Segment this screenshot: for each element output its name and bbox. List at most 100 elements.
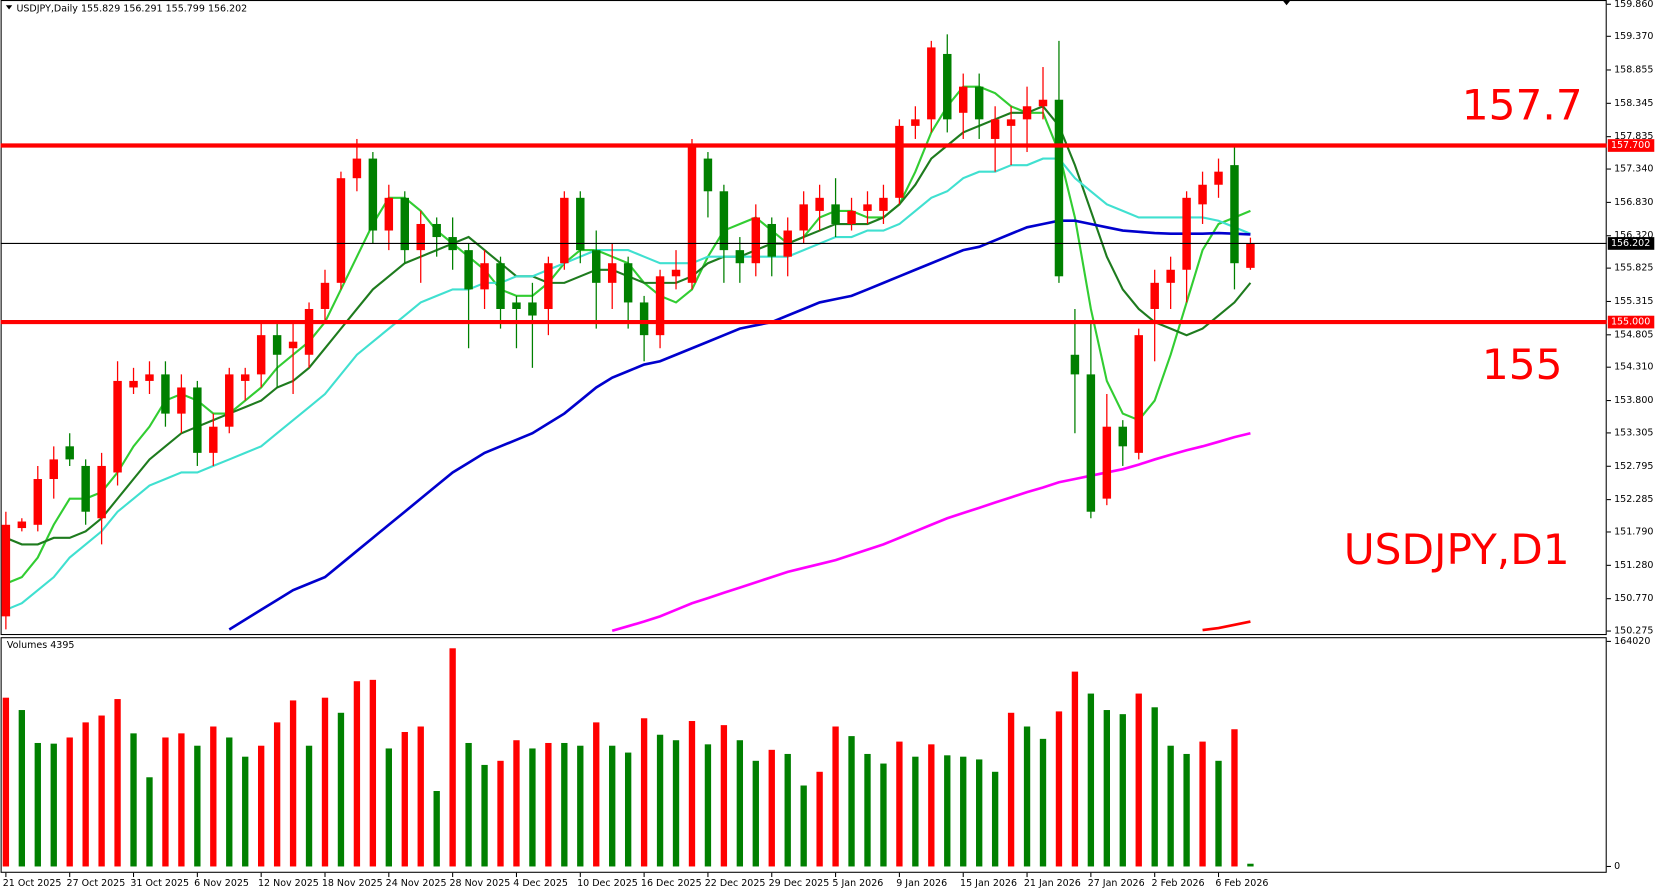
volume-bar	[321, 697, 329, 867]
volume-bar	[417, 726, 424, 867]
candle-body	[607, 263, 617, 283]
volume-bar	[832, 726, 839, 867]
volume-bar	[178, 733, 185, 867]
x-tick-label: 22 Dec 2025	[705, 878, 766, 889]
volume-bar	[226, 737, 233, 867]
symbol-title: USDJPY,Daily	[16, 3, 78, 14]
volume-bar	[449, 648, 456, 867]
x-tick-label: 16 Dec 2025	[641, 878, 702, 889]
candle-body	[496, 263, 505, 309]
volume-bar	[1135, 693, 1142, 867]
volume-bar	[1071, 671, 1079, 867]
candle-body	[1134, 335, 1143, 453]
volume-bar	[1007, 712, 1015, 867]
y-tick-label: 153.305	[1614, 427, 1653, 438]
y-tick-label: 155.825	[1614, 263, 1653, 274]
candle-body	[1214, 171, 1223, 185]
candle-body	[911, 119, 920, 126]
volume-bar	[609, 745, 616, 867]
moving-average-line	[1202, 620, 1251, 632]
volume-bar	[624, 752, 632, 867]
volume-bar	[656, 734, 664, 867]
candle-body	[815, 197, 824, 211]
candle-body	[336, 178, 346, 283]
volume-bar	[146, 777, 153, 867]
candle-body	[49, 459, 58, 480]
y-tick-label: 164020	[1614, 636, 1650, 647]
level-tag	[1607, 139, 1655, 152]
candle-body	[1086, 374, 1096, 512]
x-tick-label: 21 Oct 2025	[3, 878, 62, 889]
volume-bar	[273, 722, 281, 867]
candle-body	[225, 374, 234, 427]
candle-body	[703, 158, 713, 192]
candle-body	[671, 269, 681, 277]
volume-bar	[784, 753, 791, 867]
y-tick-label: 155.315	[1614, 296, 1653, 307]
x-tick-label: 5 Jan 2026	[832, 878, 883, 889]
candle-body	[1182, 197, 1191, 270]
annotation: 155	[1482, 340, 1563, 389]
candle-body	[209, 426, 218, 453]
candle-body	[1198, 184, 1207, 205]
candle-body	[943, 53, 952, 120]
volume-bar	[337, 712, 345, 867]
level-tag	[1607, 315, 1655, 329]
candle-body	[65, 446, 74, 460]
candle-body	[528, 302, 537, 316]
volume-bar	[976, 759, 983, 867]
volume-bar	[50, 743, 57, 867]
volume-bar	[944, 755, 951, 867]
volume-bar	[194, 745, 201, 867]
volume-bar	[1151, 707, 1158, 867]
volume-bar	[465, 742, 472, 867]
candle-body	[272, 335, 282, 355]
volume-bar	[1055, 711, 1063, 867]
candle-body	[1070, 354, 1080, 375]
moving-average-line	[611, 431, 1251, 632]
x-tick-label: 27 Jan 2026	[1088, 878, 1145, 889]
volume-bar	[210, 726, 217, 867]
y-tick-label: 158.855	[1614, 64, 1653, 75]
x-tick-label: 12 Nov 2025	[258, 878, 319, 889]
candle-body	[416, 223, 425, 251]
volume-bar	[401, 731, 408, 867]
candle-body	[81, 465, 90, 512]
volume-bar	[369, 679, 377, 867]
x-tick-label: 28 Nov 2025	[449, 878, 510, 889]
volume-bar	[162, 737, 169, 867]
candle-body	[1230, 165, 1239, 264]
y-tick-label: 154.805	[1614, 329, 1653, 340]
candle-body	[1038, 99, 1048, 107]
volume-bar	[864, 753, 871, 867]
price-plot	[1, 34, 1255, 632]
volume-bar	[991, 771, 999, 867]
x-tick-label: 27 Oct 2025	[67, 878, 126, 889]
candle-body	[863, 204, 872, 211]
candle-body	[1150, 282, 1159, 309]
candle-body	[384, 197, 394, 231]
level-label: 156.202	[1611, 238, 1650, 249]
volume-bar	[704, 744, 712, 867]
y-tick-label: 159.370	[1614, 31, 1653, 42]
candle-body	[320, 282, 330, 309]
level-label: 155.000	[1611, 317, 1650, 328]
volume-bar	[561, 742, 568, 867]
volume-bar	[768, 749, 775, 867]
volume-bar	[1231, 729, 1238, 867]
candle-body	[1022, 106, 1032, 120]
volume-bar	[640, 718, 648, 867]
moving-average-line	[228, 219, 1251, 631]
x-tick-label: 4 Dec 2025	[513, 878, 568, 889]
volume-bar	[385, 748, 392, 867]
volume-bar	[1023, 726, 1031, 867]
y-tick-label: 157.835	[1614, 131, 1653, 142]
volume-bar	[1087, 693, 1095, 867]
price-panel	[0, 0, 1607, 636]
candle-body	[161, 374, 170, 414]
candle-body	[751, 217, 761, 264]
y-tick-label: 157.340	[1614, 164, 1653, 175]
volume-bar	[513, 740, 520, 867]
volume-bar	[1103, 710, 1110, 867]
